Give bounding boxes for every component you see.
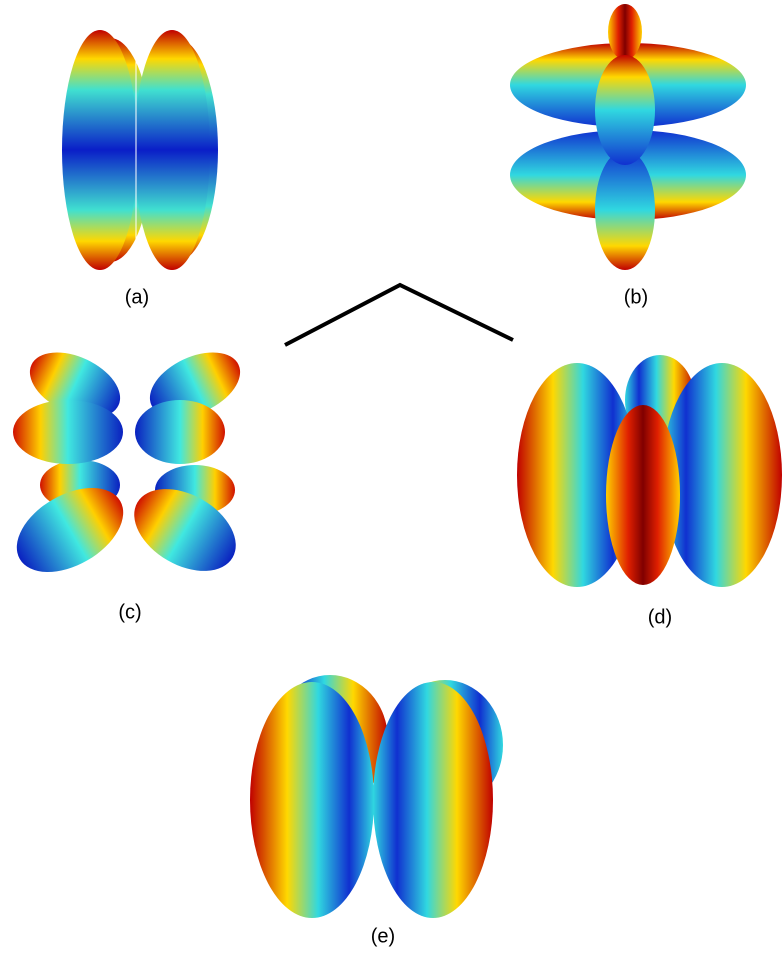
shape-a xyxy=(62,30,218,270)
panel-label: (b) xyxy=(624,286,648,308)
panel-label: (e) xyxy=(371,925,395,947)
shape-b xyxy=(510,4,746,270)
shape-d xyxy=(517,355,782,587)
panel-label: (a) xyxy=(125,286,149,308)
wedge-line xyxy=(284,282,514,347)
panel-label: (c) xyxy=(118,601,141,623)
shape-e xyxy=(250,675,503,918)
panel-label: (d) xyxy=(648,606,672,628)
shape-c xyxy=(13,352,241,572)
